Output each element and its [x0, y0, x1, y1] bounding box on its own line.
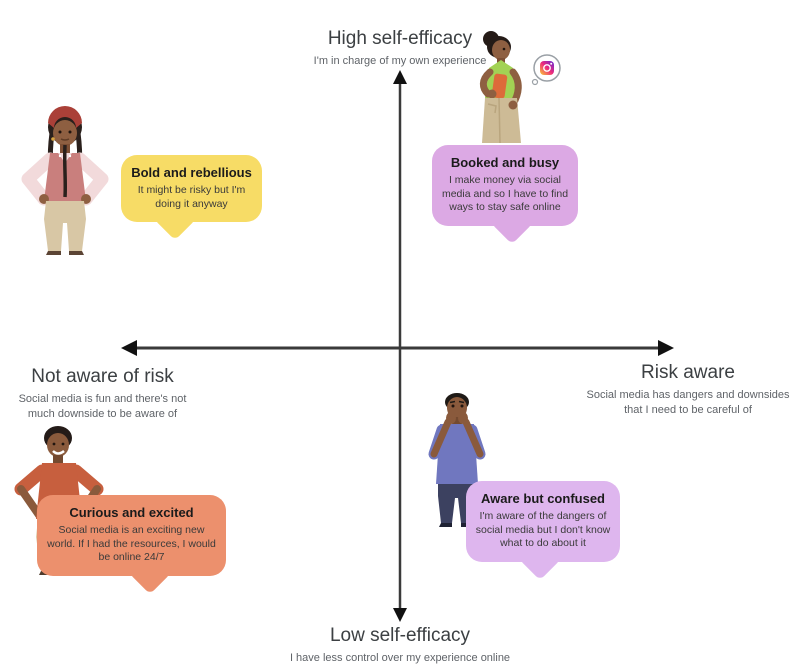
persona-quote-aware: I'm aware of the dangers of social media…	[475, 510, 611, 550]
axis-title-not-aware-of-risk: Not aware of risk	[31, 366, 174, 387]
persona-title-booked: Booked and busy	[450, 155, 560, 170]
axis-label-bottom: Low self-efficacy I have less control ov…	[230, 625, 570, 666]
persona-bubble-curious: Curious and excited Social media is an e…	[37, 495, 226, 595]
persona-title-curious: Curious and excited	[69, 505, 194, 520]
axis-title-high-self-efficacy: High self-efficacy	[327, 28, 473, 49]
persona-quote-booked: I make money via social media and so I h…	[441, 174, 569, 214]
arrow-down-icon	[393, 608, 407, 622]
axis-subtitle-not-aware-of-risk: Social media is fun and there's not much…	[18, 392, 187, 420]
axis-subtitle-high-self-efficacy: I'm in charge of my own experience	[313, 54, 487, 67]
woman-hands-on-hips-icon	[21, 106, 109, 255]
axis-label-right: Risk aware Social media has dangers and …	[578, 362, 798, 418]
persona-illustration-booked	[455, 30, 565, 150]
persona-title-aware: Aware but confused	[480, 491, 605, 506]
arrow-up-icon	[393, 70, 407, 84]
persona-quote-curious: Social media is an exciting new world. I…	[47, 524, 216, 564]
axis-title-risk-aware: Risk aware	[641, 362, 735, 383]
axis-subtitle-risk-aware: Social media has dangers and downsides t…	[586, 388, 790, 416]
persona-bubble-bold: Bold and rebellious It might be risky bu…	[121, 155, 262, 241]
thought-bubble	[531, 54, 561, 86]
persona-illustration-aware	[412, 392, 502, 532]
persona-bubble-aware: Aware but confused I'm aware of the dang…	[466, 481, 620, 581]
axis-label-top: High self-efficacy I'm in charge of my o…	[230, 28, 570, 69]
man-worried-icon	[428, 393, 486, 527]
instagram-icon	[540, 61, 554, 75]
persona-illustration-bold	[8, 103, 123, 260]
arrow-right-icon	[658, 340, 674, 356]
persona-bubble-booked: Booked and busy I make money via social …	[432, 145, 578, 245]
woman-holding-phone-icon	[479, 31, 561, 144]
axis-title-low-self-efficacy: Low self-efficacy	[329, 625, 471, 646]
persona-title-bold: Bold and rebellious	[131, 165, 252, 180]
axis-subtitle-low-self-efficacy: I have less control over my experience o…	[289, 651, 511, 664]
persona-quote-bold: It might be risky but I'm doing it anywa…	[137, 184, 246, 210]
axis-label-left: Not aware of risk Social media is fun an…	[5, 366, 200, 422]
arrow-left-icon	[121, 340, 137, 356]
